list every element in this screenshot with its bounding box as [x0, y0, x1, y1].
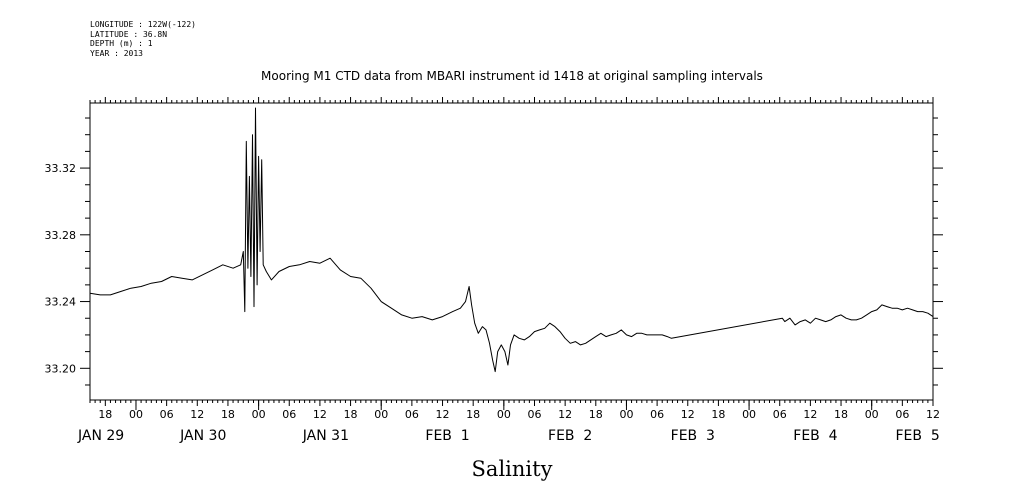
x-tick-label: 18: [711, 408, 725, 421]
x-tick-label: 12: [681, 408, 695, 421]
x-tick-label: 06: [650, 408, 664, 421]
axes-layer: 33.20 33.24 33.28 33.32 18 00 06 12 18 00 06 12 18 00…: [45, 97, 943, 444]
x-tick-label: 12: [190, 408, 204, 421]
x-date-label: JAN 31: [302, 428, 349, 444]
x-date-label: FEB 1: [425, 428, 469, 444]
x-tick-label: 00: [865, 408, 879, 421]
x-axis-title: Salinity: [472, 457, 553, 481]
x-tick-label: 00: [497, 408, 511, 421]
x-tick-label: 06: [527, 408, 541, 421]
y-tick-label: 33.20: [45, 362, 77, 375]
chart-title: Mooring M1 CTD data from MBARI instrumen…: [261, 69, 763, 83]
x-tick-label: 18: [221, 408, 235, 421]
x-tick-label: 00: [129, 408, 143, 421]
x-tick-label: 12: [803, 408, 817, 421]
x-tick-label: 18: [834, 408, 848, 421]
x-date-label: FEB 5: [895, 428, 939, 444]
x-tick-label: 12: [558, 408, 572, 421]
x-tick-label: 06: [405, 408, 419, 421]
x-tick-label: 06: [282, 408, 296, 421]
x-tick-label: 00: [252, 408, 266, 421]
x-tick-label: 18: [589, 408, 603, 421]
metadata-block: LONGITUDE : 122W(-122) LATITUDE : 36.8N …: [90, 20, 196, 58]
longitude-label: LONGITUDE : 122W(-122): [90, 20, 196, 29]
x-date-label: JAN 29: [77, 428, 124, 444]
y-tick-label: 33.32: [45, 162, 77, 175]
x-tick-label: 12: [313, 408, 327, 421]
x-tick-label: 06: [773, 408, 787, 421]
depth-label: DEPTH (m) : 1: [90, 39, 153, 49]
x-tick-label: 00: [374, 408, 388, 421]
x-date-label: JAN 30: [179, 428, 226, 444]
x-tick-label: 06: [895, 408, 909, 421]
year-label: YEAR : 2013: [90, 48, 143, 58]
latitude-label: LATITUDE : 36.8N: [90, 29, 168, 39]
x-date-label: FEB 4: [793, 428, 837, 444]
x-date-label: FEB 2: [548, 428, 592, 444]
salinity-series-line: [89, 107, 934, 373]
x-tick-label: 06: [160, 408, 174, 421]
x-tick-label: 18: [98, 408, 112, 421]
x-tick-label: 00: [619, 408, 633, 421]
x-tick-label: 18: [344, 408, 358, 421]
y-tick-label: 33.28: [45, 229, 77, 242]
x-tick-label: 12: [436, 408, 450, 421]
x-tick-label: 18: [466, 408, 480, 421]
data-layer: [89, 107, 934, 373]
x-tick-label: 00: [742, 408, 756, 421]
x-date-label: FEB 3: [671, 428, 715, 444]
y-tick-label: 33.24: [45, 296, 77, 309]
x-tick-label: 12: [926, 408, 940, 421]
plot-frame: [89, 102, 934, 401]
